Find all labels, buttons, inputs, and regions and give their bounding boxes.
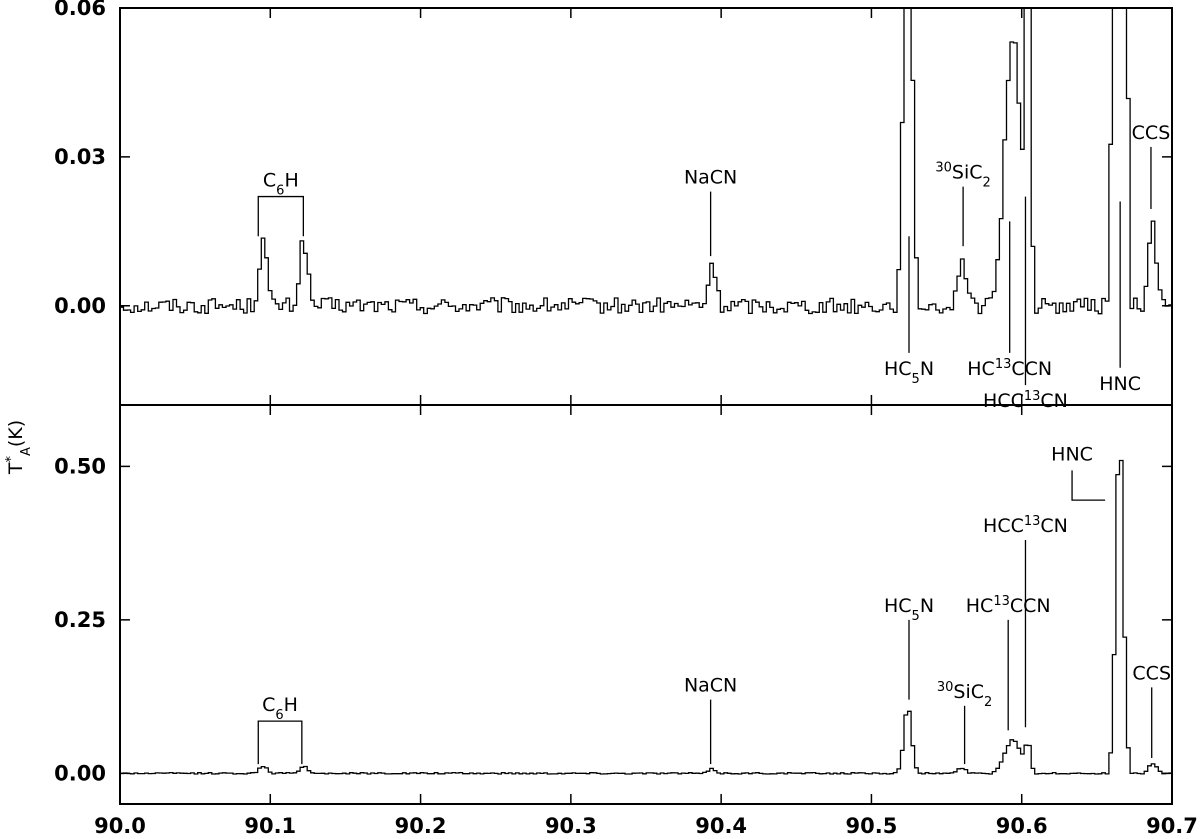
bottom-spectrum-line <box>120 459 1172 775</box>
top-label-0-text: C6H <box>263 170 299 199</box>
top-spectrum-line <box>120 8 1172 315</box>
bottom-ytick-label: 0.00 <box>54 761 106 785</box>
x-axis: 90.0 90.1 90.2 90.3 90.4 90.5 90.6 90.7 <box>94 814 1198 838</box>
x-tick-label: 90.0 <box>94 814 146 838</box>
bottom-label-1-text: NaCN <box>684 675 737 697</box>
top-ytick-label: 0.00 <box>54 294 106 318</box>
top-frame <box>119 7 1173 406</box>
bottom-label-2-text: HC5N <box>884 595 934 624</box>
top-ytick-label: 0.03 <box>54 145 106 169</box>
top-label-1-text: NaCN <box>684 167 737 189</box>
top-label-2-text: HC5N <box>884 358 934 387</box>
bottom-label-3-text: 30SiC2 <box>937 679 992 709</box>
x-tick-label: 90.5 <box>846 814 898 838</box>
top-panel: 0.00 0.03 0.06 C6H NaCN HC5N 30SiC2 HC13CCN HCC1… <box>54 0 1173 413</box>
top-label-0-bracket <box>257 195 304 237</box>
bottom-label-0-text: C6H <box>262 694 298 723</box>
bottom-label-6-text: HNC <box>1051 443 1093 465</box>
bottom-label-5-text: HCC13CN <box>983 514 1068 538</box>
x-tick-label: 90.2 <box>395 814 447 838</box>
x-tick-label: 90.7 <box>1146 814 1198 838</box>
bottom-label-4-text: HC13CCN <box>966 593 1051 617</box>
x-tick-label: 90.4 <box>695 814 747 838</box>
top-label-7-text: CCS <box>1132 122 1171 144</box>
bottom-frame <box>119 404 1173 805</box>
x-tick-label: 90.1 <box>244 814 296 838</box>
bottom-panel: 0.00 0.25 0.50 C6H NaCN HC5N 30SiC2 HC13CCN HCC1… <box>54 404 1173 805</box>
top-ytick-label: 0.06 <box>54 0 106 20</box>
top-label-4-text: HC13CCN <box>967 356 1052 380</box>
bottom-label-7-text: CCS <box>1132 662 1171 684</box>
y-axis-title: T*A(K) <box>4 420 34 475</box>
bottom-label-6-leader <box>1071 470 1106 501</box>
bottom-label-0-bracket <box>257 720 303 765</box>
bottom-ytick-label: 0.50 <box>54 454 106 478</box>
top-label-3-text: 30SiC2 <box>935 160 990 190</box>
bottom-ytick-label: 0.25 <box>54 608 106 632</box>
x-tick-label: 90.6 <box>996 814 1048 838</box>
top-label-5-text: HCC13CN <box>983 389 1068 413</box>
top-label-6-text: HNC <box>1099 373 1141 395</box>
x-tick-label: 90.3 <box>545 814 597 838</box>
